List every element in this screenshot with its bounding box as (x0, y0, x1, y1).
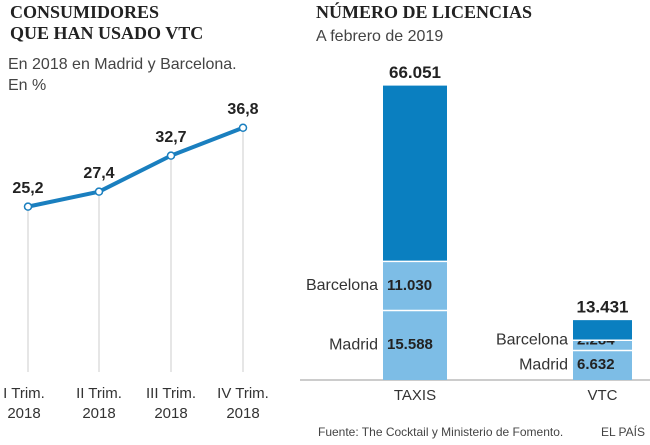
x-tick-label: TAXIS (394, 387, 436, 404)
total-label: 66.051 (389, 63, 441, 82)
bar-segment (383, 310, 447, 380)
x-tick-label: 2018 (226, 405, 259, 422)
x-tick-label: 2018 (82, 405, 115, 422)
left-subtitle: En % (8, 77, 46, 94)
series-label: Madrid (519, 356, 568, 373)
x-tick-label: II Trim. (76, 385, 122, 402)
x-tick-label: I Trim. (3, 385, 45, 402)
value-label: 11.030 (387, 277, 432, 294)
bar-segment (573, 350, 632, 380)
line (27, 125, 244, 209)
x-tick-label: 2018 (154, 405, 187, 422)
source: Fuente: The Cocktail y Ministerio de Fom… (318, 425, 563, 439)
x-tick-label: 2018 (7, 405, 40, 422)
left-subtitle: En 2018 en Madrid y Barcelona. (8, 56, 237, 73)
bar-segment (383, 85, 447, 262)
series-label: Barcelona (496, 332, 568, 349)
bar-segment (573, 320, 632, 341)
bar-segment (573, 340, 632, 351)
value-label: 36,8 (227, 101, 258, 118)
x-tick-label: III Trim. (146, 385, 196, 402)
left-title: CONSUMIDORES (10, 2, 159, 22)
point (166, 151, 176, 160)
value-label: 15.588 (387, 336, 433, 353)
x-tick-label: IV Trim. (217, 385, 269, 402)
right-title: NÚMERO DE LICENCIAS (316, 1, 532, 22)
series-label: Madrid (329, 336, 378, 353)
right-subtitle: A febrero de 2019 (316, 28, 443, 45)
point (23, 202, 33, 211)
point (94, 187, 104, 196)
brand: EL PAÍS (601, 424, 645, 439)
value-label: 27,4 (83, 165, 114, 182)
value-label: 32,7 (155, 129, 186, 146)
point (238, 123, 248, 133)
series-label: Barcelona (306, 277, 378, 294)
value-label: 25,2 (12, 180, 43, 197)
x-tick-label: VTC (588, 387, 618, 404)
value-label: 6.632 (577, 356, 615, 373)
left-title: QUE HAN USADO VTC (10, 23, 203, 43)
bar-segment (383, 261, 447, 311)
total-label: 13.431 (577, 298, 629, 317)
